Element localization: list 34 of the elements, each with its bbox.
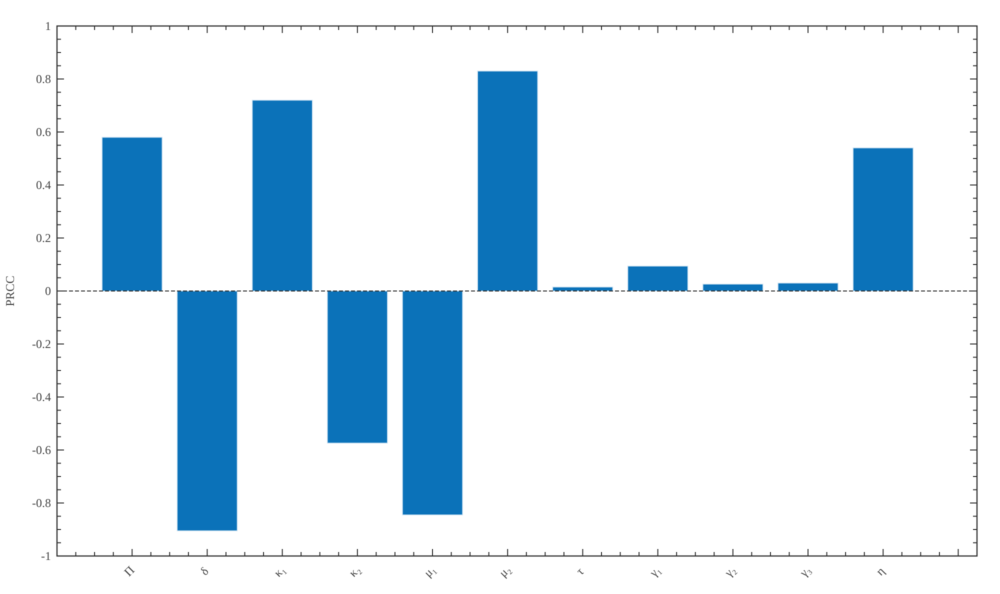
y-tick-label: -0.4 <box>32 390 51 404</box>
x-tick-label: μ₁ <box>420 562 438 580</box>
bar <box>402 290 463 516</box>
y-tick-label: 0.4 <box>36 178 51 192</box>
y-tick-label: 0.8 <box>36 72 51 86</box>
bar <box>852 148 914 292</box>
y-tick-label: 1 <box>45 19 51 34</box>
bar <box>252 100 313 292</box>
y-tick-label: -1 <box>41 549 51 564</box>
x-tick-label: δ <box>197 564 212 578</box>
x-tick-label: τ <box>573 564 587 578</box>
x-tick-label: κ₁ <box>270 562 288 580</box>
y-tick-label: 0.2 <box>36 231 51 246</box>
x-tick-label: μ₂ <box>496 562 514 580</box>
bar <box>627 266 688 292</box>
bar <box>702 284 764 292</box>
bar <box>326 290 388 444</box>
x-tick-label: γ₁ <box>646 562 664 580</box>
y-tick-label: -0.2 <box>32 337 51 352</box>
y-tick-label: -0.6 <box>32 443 51 458</box>
y-tick-label: 0.6 <box>36 125 51 140</box>
x-tick-label: η <box>873 564 888 578</box>
x-tick-label: γ₂ <box>721 562 738 580</box>
bar <box>102 136 163 292</box>
bar <box>176 290 238 532</box>
y-tick-label: -0.8 <box>32 496 51 510</box>
x-tick-label: κ₂ <box>346 562 364 580</box>
y-axis-title: PRCC <box>3 276 17 306</box>
x-tick-label: γ₃ <box>796 562 814 580</box>
bar <box>552 286 614 292</box>
bar <box>778 282 838 292</box>
y-tick-label: 0 <box>45 284 51 298</box>
bar <box>477 70 538 292</box>
x-tick-label: Π <box>121 562 138 580</box>
